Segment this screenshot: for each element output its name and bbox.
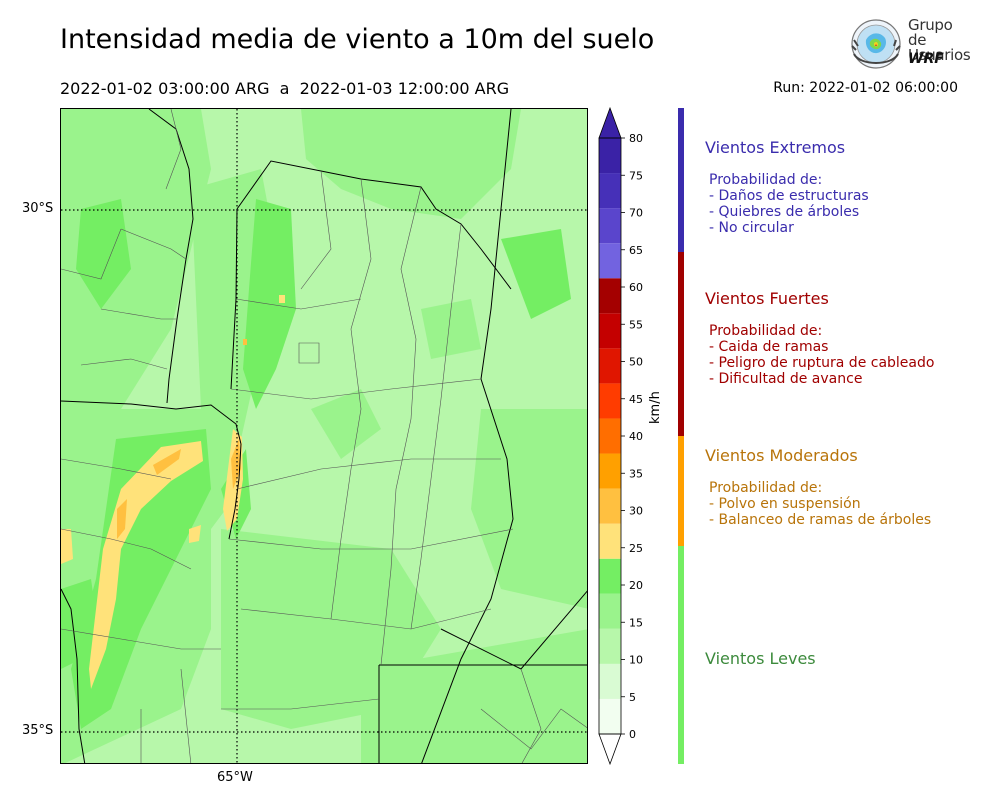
category-line: - Polvo en suspensión (709, 496, 861, 512)
category-body-fuertes: Probabilidad de: - Caida de ramas - Peli… (709, 323, 934, 387)
colorbar-tick-label: 70 (629, 207, 643, 220)
lon-label-65w: 65°W (217, 770, 253, 785)
category-line: Probabilidad de: (709, 480, 823, 496)
colorbar-tick-label: 65 (629, 244, 643, 257)
wind-speed-colorbar: 0 5 10 15 20 25 30 35 40 45 50 55 60 65 70 75 80 (598, 106, 643, 766)
category-body-extremos: Probabilidad de: - Daños de estructuras … (709, 172, 869, 236)
colorbar-tick-label: 20 (629, 579, 643, 592)
colorbar-tick-label: 0 (629, 728, 636, 741)
colorbar-tick-label: 80 (629, 132, 643, 145)
province-borders (61, 109, 587, 763)
colorbar-tick-label: 25 (629, 542, 643, 555)
colorbar-tick-label: 60 (629, 281, 643, 294)
colorbar-bin (599, 628, 621, 664)
category-line: - Balanceo de ramas de árboles (709, 512, 932, 528)
colorbar-bin (599, 453, 621, 489)
logo-line-2: Usuarios (908, 46, 971, 64)
wind-field-map (61, 109, 587, 763)
colorbar-bin (599, 278, 621, 314)
colorbar-bin (599, 663, 621, 699)
colorbar-tick-label: 75 (629, 169, 643, 182)
category-title-leves: Vientos Leves (705, 649, 816, 668)
colorbar-bin (599, 698, 621, 734)
run-timestamp: Run: 2022-01-02 06:00:00 (773, 80, 958, 96)
graticule (61, 109, 587, 763)
colorbar-bin (599, 418, 621, 454)
grupo-usuarios-wrf-logo: Grupo de Usuarios WRF (848, 16, 973, 74)
logo-text: Grupo de Usuarios (908, 18, 973, 63)
colorbar-bin (599, 173, 621, 209)
category-line: - Daños de estructuras (709, 188, 869, 204)
category-title-fuertes: Vientos Fuertes (705, 289, 829, 308)
category-line: - Peligro de ruptura de cableado (709, 355, 935, 371)
globe-icon (851, 19, 901, 69)
colorbar-tick-label: 15 (629, 616, 643, 629)
forecast-period: 2022-01-02 03:00:00 ARG a 2022-01-03 12:… (60, 79, 510, 98)
colorbar-bin (599, 313, 621, 349)
colorbar-bin (599, 383, 621, 419)
colorbar-ticks: 0 5 10 15 20 25 30 35 40 45 50 55 60 65 70 75 80 (621, 132, 643, 741)
colorbar-tick-label: 30 (629, 505, 643, 518)
category-bar-moderados (678, 436, 684, 546)
category-line: - No circular (709, 220, 794, 236)
colorbar-tick-label: 50 (629, 356, 643, 369)
colorbar-bin (599, 593, 621, 629)
colorbar-unit-label: km/h (648, 391, 663, 424)
colorbar-tick-label: 10 (629, 654, 643, 667)
colorbar-tick-label: 45 (629, 393, 643, 406)
chart-title: Intensidad media de viento a 10m del sue… (60, 24, 655, 55)
colorbar-tick-label: 35 (629, 467, 643, 480)
colorbar-tick-label: 5 (629, 691, 636, 704)
category-body-moderados: Probabilidad de: - Polvo en suspensión -… (709, 480, 931, 528)
wind-map (60, 108, 588, 764)
colorbar-bin (599, 348, 621, 384)
category-title-extremos: Vientos Extremos (705, 138, 846, 157)
colorbar-bin (599, 523, 621, 559)
category-line: - Dificultad de avance (709, 371, 863, 387)
colorbar-bin (599, 138, 621, 174)
category-line: - Caida de ramas (709, 339, 829, 355)
category-line: Probabilidad de: (709, 323, 823, 339)
logo-wrf: WRF (908, 51, 944, 67)
category-line: Probabilidad de: (709, 172, 823, 188)
colorbar-tick-label: 40 (629, 430, 643, 443)
colorbar-bin (599, 243, 621, 279)
lat-label-30s: 30°S (22, 201, 54, 216)
logo-line-1: Grupo de (908, 16, 953, 49)
colorbar-extend-max (598, 106, 622, 139)
category-bar-extremos (678, 108, 684, 252)
colorbar-bin (599, 488, 621, 524)
colorbar-segments (598, 106, 622, 766)
category-line: - Quiebres de árboles (709, 204, 860, 220)
wind-zone-30-35 (117, 339, 247, 539)
colorbar-extend-min (598, 733, 622, 766)
lat-label-35s: 35°S (22, 723, 54, 738)
category-bar-leves (678, 546, 684, 764)
category-bar-fuertes (678, 252, 684, 436)
department-borders (61, 109, 587, 763)
colorbar-bin (599, 208, 621, 244)
colorbar-bin (599, 558, 621, 594)
colorbar-tick-label: 55 (629, 318, 643, 331)
category-title-moderados: Vientos Moderados (705, 446, 858, 465)
